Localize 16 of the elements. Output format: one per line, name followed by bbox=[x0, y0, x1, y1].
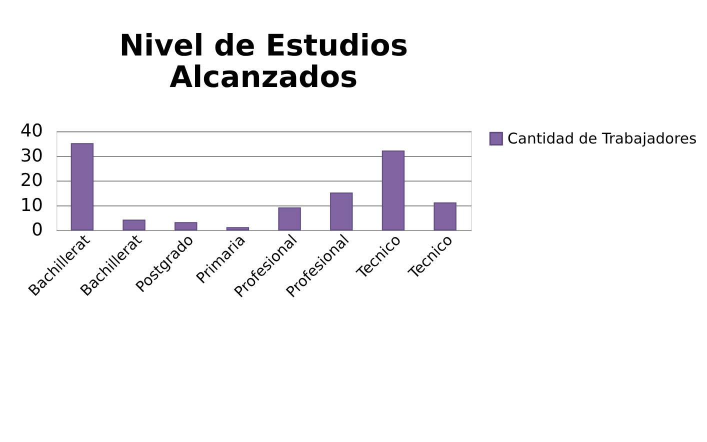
y-tick-label: 0 bbox=[32, 220, 43, 240]
bar bbox=[330, 192, 353, 231]
bar bbox=[174, 222, 198, 231]
bar bbox=[382, 150, 405, 231]
text: Nivel de Estudios bbox=[119, 28, 408, 62]
bar bbox=[434, 202, 456, 231]
legend-label: Cantidad de Trabajadores bbox=[508, 130, 697, 148]
text: Alcanzados bbox=[170, 60, 358, 94]
y-tick-label: 20 bbox=[20, 171, 43, 192]
bar bbox=[122, 220, 146, 231]
bar bbox=[226, 227, 250, 231]
bar bbox=[278, 207, 301, 231]
y-tick-label: 40 bbox=[20, 122, 43, 142]
y-tick-label: 30 bbox=[20, 146, 43, 166]
y-tick-label: 10 bbox=[20, 196, 43, 216]
bar bbox=[70, 143, 94, 231]
